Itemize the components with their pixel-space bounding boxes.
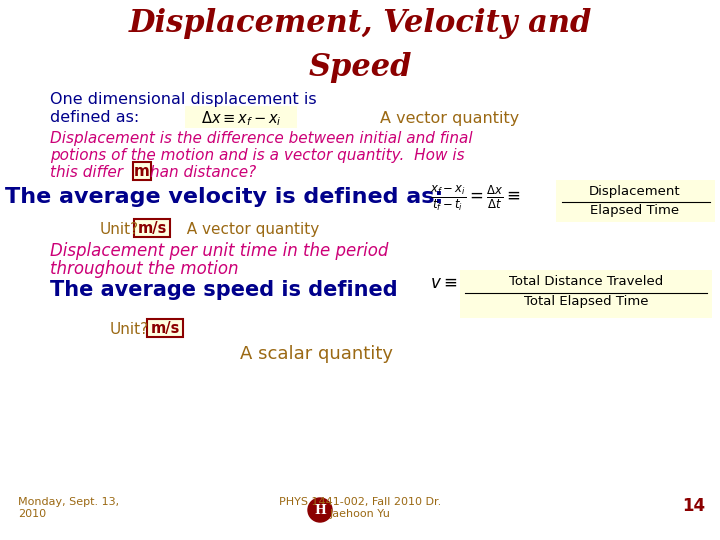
Text: The average velocity is defined as:: The average velocity is defined as: [5, 187, 444, 207]
Text: $\Delta x \equiv x_f - x_i$: $\Delta x \equiv x_f - x_i$ [201, 109, 282, 127]
FancyBboxPatch shape [134, 219, 170, 237]
Text: Monday, Sept. 13,
2010: Monday, Sept. 13, 2010 [18, 497, 119, 518]
Text: 14: 14 [682, 497, 705, 515]
Text: $\frac{x_f - x_i}{t_f - t_i} = \frac{\Delta x}{\Delta t} \equiv$: $\frac{x_f - x_i}{t_f - t_i} = \frac{\De… [430, 183, 521, 213]
Text: m/s: m/s [138, 221, 167, 236]
Text: A vector quantity: A vector quantity [380, 111, 519, 126]
Text: this differ: this differ [50, 165, 123, 180]
FancyBboxPatch shape [185, 106, 297, 128]
Text: m/s: m/s [150, 321, 180, 336]
Text: A vector quantity: A vector quantity [177, 222, 319, 237]
Text: Displacement, Velocity and: Displacement, Velocity and [128, 8, 592, 39]
Text: Displacement: Displacement [589, 185, 681, 198]
Text: m: m [134, 164, 150, 179]
Text: The average speed is defined: The average speed is defined [50, 280, 397, 300]
Text: A scalar quantity: A scalar quantity [240, 345, 393, 363]
FancyBboxPatch shape [133, 162, 151, 180]
FancyBboxPatch shape [147, 319, 183, 337]
Text: Speed: Speed [308, 52, 412, 83]
Text: Unit?: Unit? [100, 222, 139, 237]
FancyBboxPatch shape [460, 270, 712, 318]
Text: han distance?: han distance? [150, 165, 256, 180]
Text: Elapsed Time: Elapsed Time [590, 204, 680, 217]
Text: One dimensional displacement is: One dimensional displacement is [50, 92, 317, 107]
Text: $v \equiv$: $v \equiv$ [430, 275, 457, 292]
Text: Displacement per unit time in the period: Displacement per unit time in the period [50, 242, 388, 260]
Text: PHYS 1441-002, Fall 2010 Dr.
Jaehoon Yu: PHYS 1441-002, Fall 2010 Dr. Jaehoon Yu [279, 497, 441, 518]
Text: potions of the motion and is a vector quantity.  How is: potions of the motion and is a vector qu… [50, 148, 464, 163]
Text: defined as:: defined as: [50, 110, 139, 125]
Text: Unit?: Unit? [110, 322, 149, 337]
Circle shape [308, 498, 332, 522]
FancyBboxPatch shape [556, 180, 715, 222]
Text: Total Distance Traveled: Total Distance Traveled [509, 275, 663, 288]
Text: Total Elapsed Time: Total Elapsed Time [523, 295, 648, 308]
Text: throughout the motion: throughout the motion [50, 260, 238, 278]
Text: H: H [314, 503, 326, 516]
Text: Displacement is the difference between initial and final: Displacement is the difference between i… [50, 131, 472, 146]
